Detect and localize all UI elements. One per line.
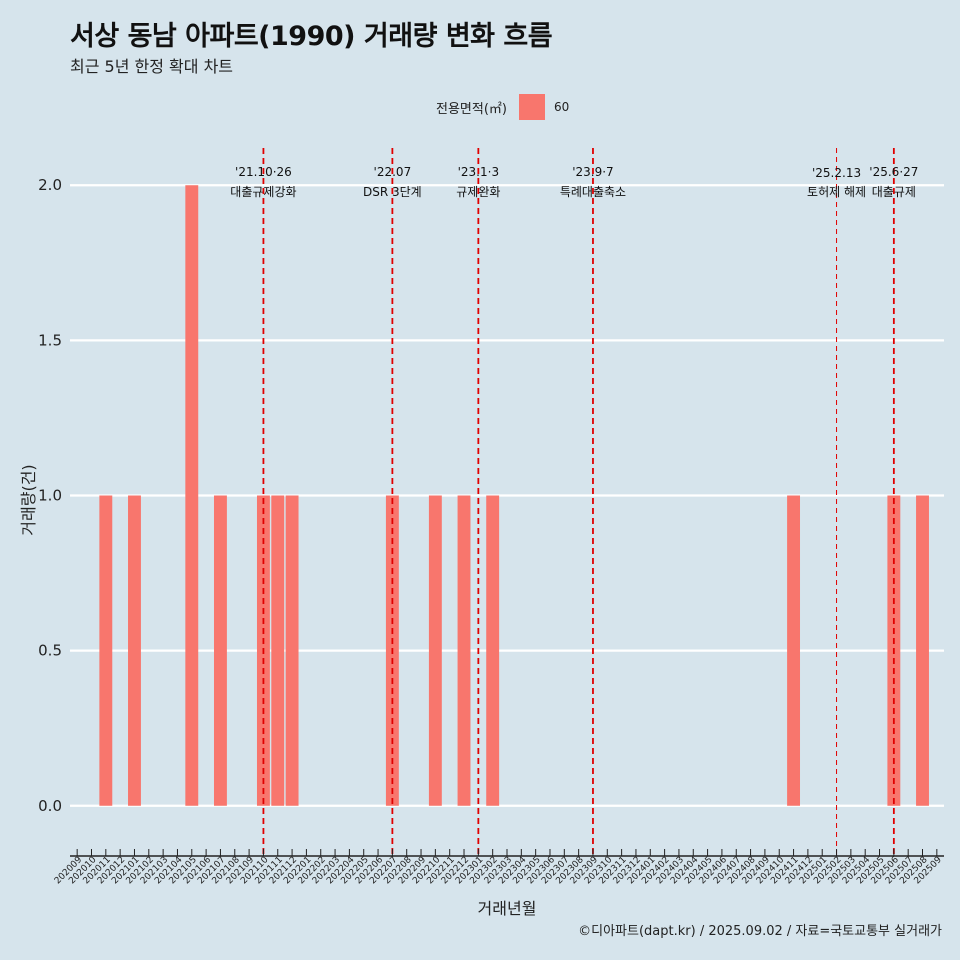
bar [787, 495, 801, 806]
event-date-label: '25.6·27 [869, 165, 918, 179]
bar [916, 495, 929, 806]
event-name-label: 대출규제 [872, 185, 916, 199]
event-name-label: 특례대출축소 [560, 185, 626, 199]
legend-label: 60 [553, 100, 570, 114]
event-date-label: '23.1·3 [458, 165, 499, 179]
chart-subtitle: 최근 5년 한정 확대 차트 [70, 57, 234, 76]
legend-title: 전용면적(㎡) [436, 101, 507, 117]
legend-swatch [518, 94, 545, 120]
bar [285, 495, 299, 806]
event-date-label: '23.9·7 [572, 165, 613, 179]
y-tick-label: 1.0 [38, 487, 62, 505]
bar [128, 495, 141, 806]
source-caption: ©디아파트(dapt.kr) / 2025.09.02 / 자료=국토교통부 실… [578, 924, 942, 939]
bar [486, 495, 500, 806]
bar [457, 495, 471, 806]
bar [213, 495, 227, 806]
event-name-label: 토허제 해제 [807, 185, 866, 199]
y-tick-label: 1.5 [38, 331, 62, 349]
event-date-label: '22.07 [374, 165, 412, 179]
event-name-label: DSR 3단계 [363, 185, 422, 199]
event-name-label: 대출규제강화 [230, 185, 296, 199]
bar [271, 495, 285, 806]
chart-title: 서상 동남 아파트(1990) 거래량 변화 흐름 [70, 21, 553, 52]
legend: 전용면적(㎡) 60 [436, 94, 569, 120]
y-tick-label: 0.5 [38, 642, 62, 660]
x-axis-title: 거래년월 [478, 899, 537, 918]
event-date-label: '25.2.13 [812, 166, 861, 180]
event-name-label: 규제완화 [456, 185, 500, 199]
bar [185, 185, 199, 806]
event-date-label: '21.10·26 [235, 165, 292, 179]
y-tick-label: 2.0 [38, 176, 62, 194]
bar [428, 495, 442, 806]
bar [99, 495, 113, 806]
y-axis-title: 거래량(건) [19, 464, 38, 535]
y-tick-label: 0.0 [38, 797, 62, 815]
